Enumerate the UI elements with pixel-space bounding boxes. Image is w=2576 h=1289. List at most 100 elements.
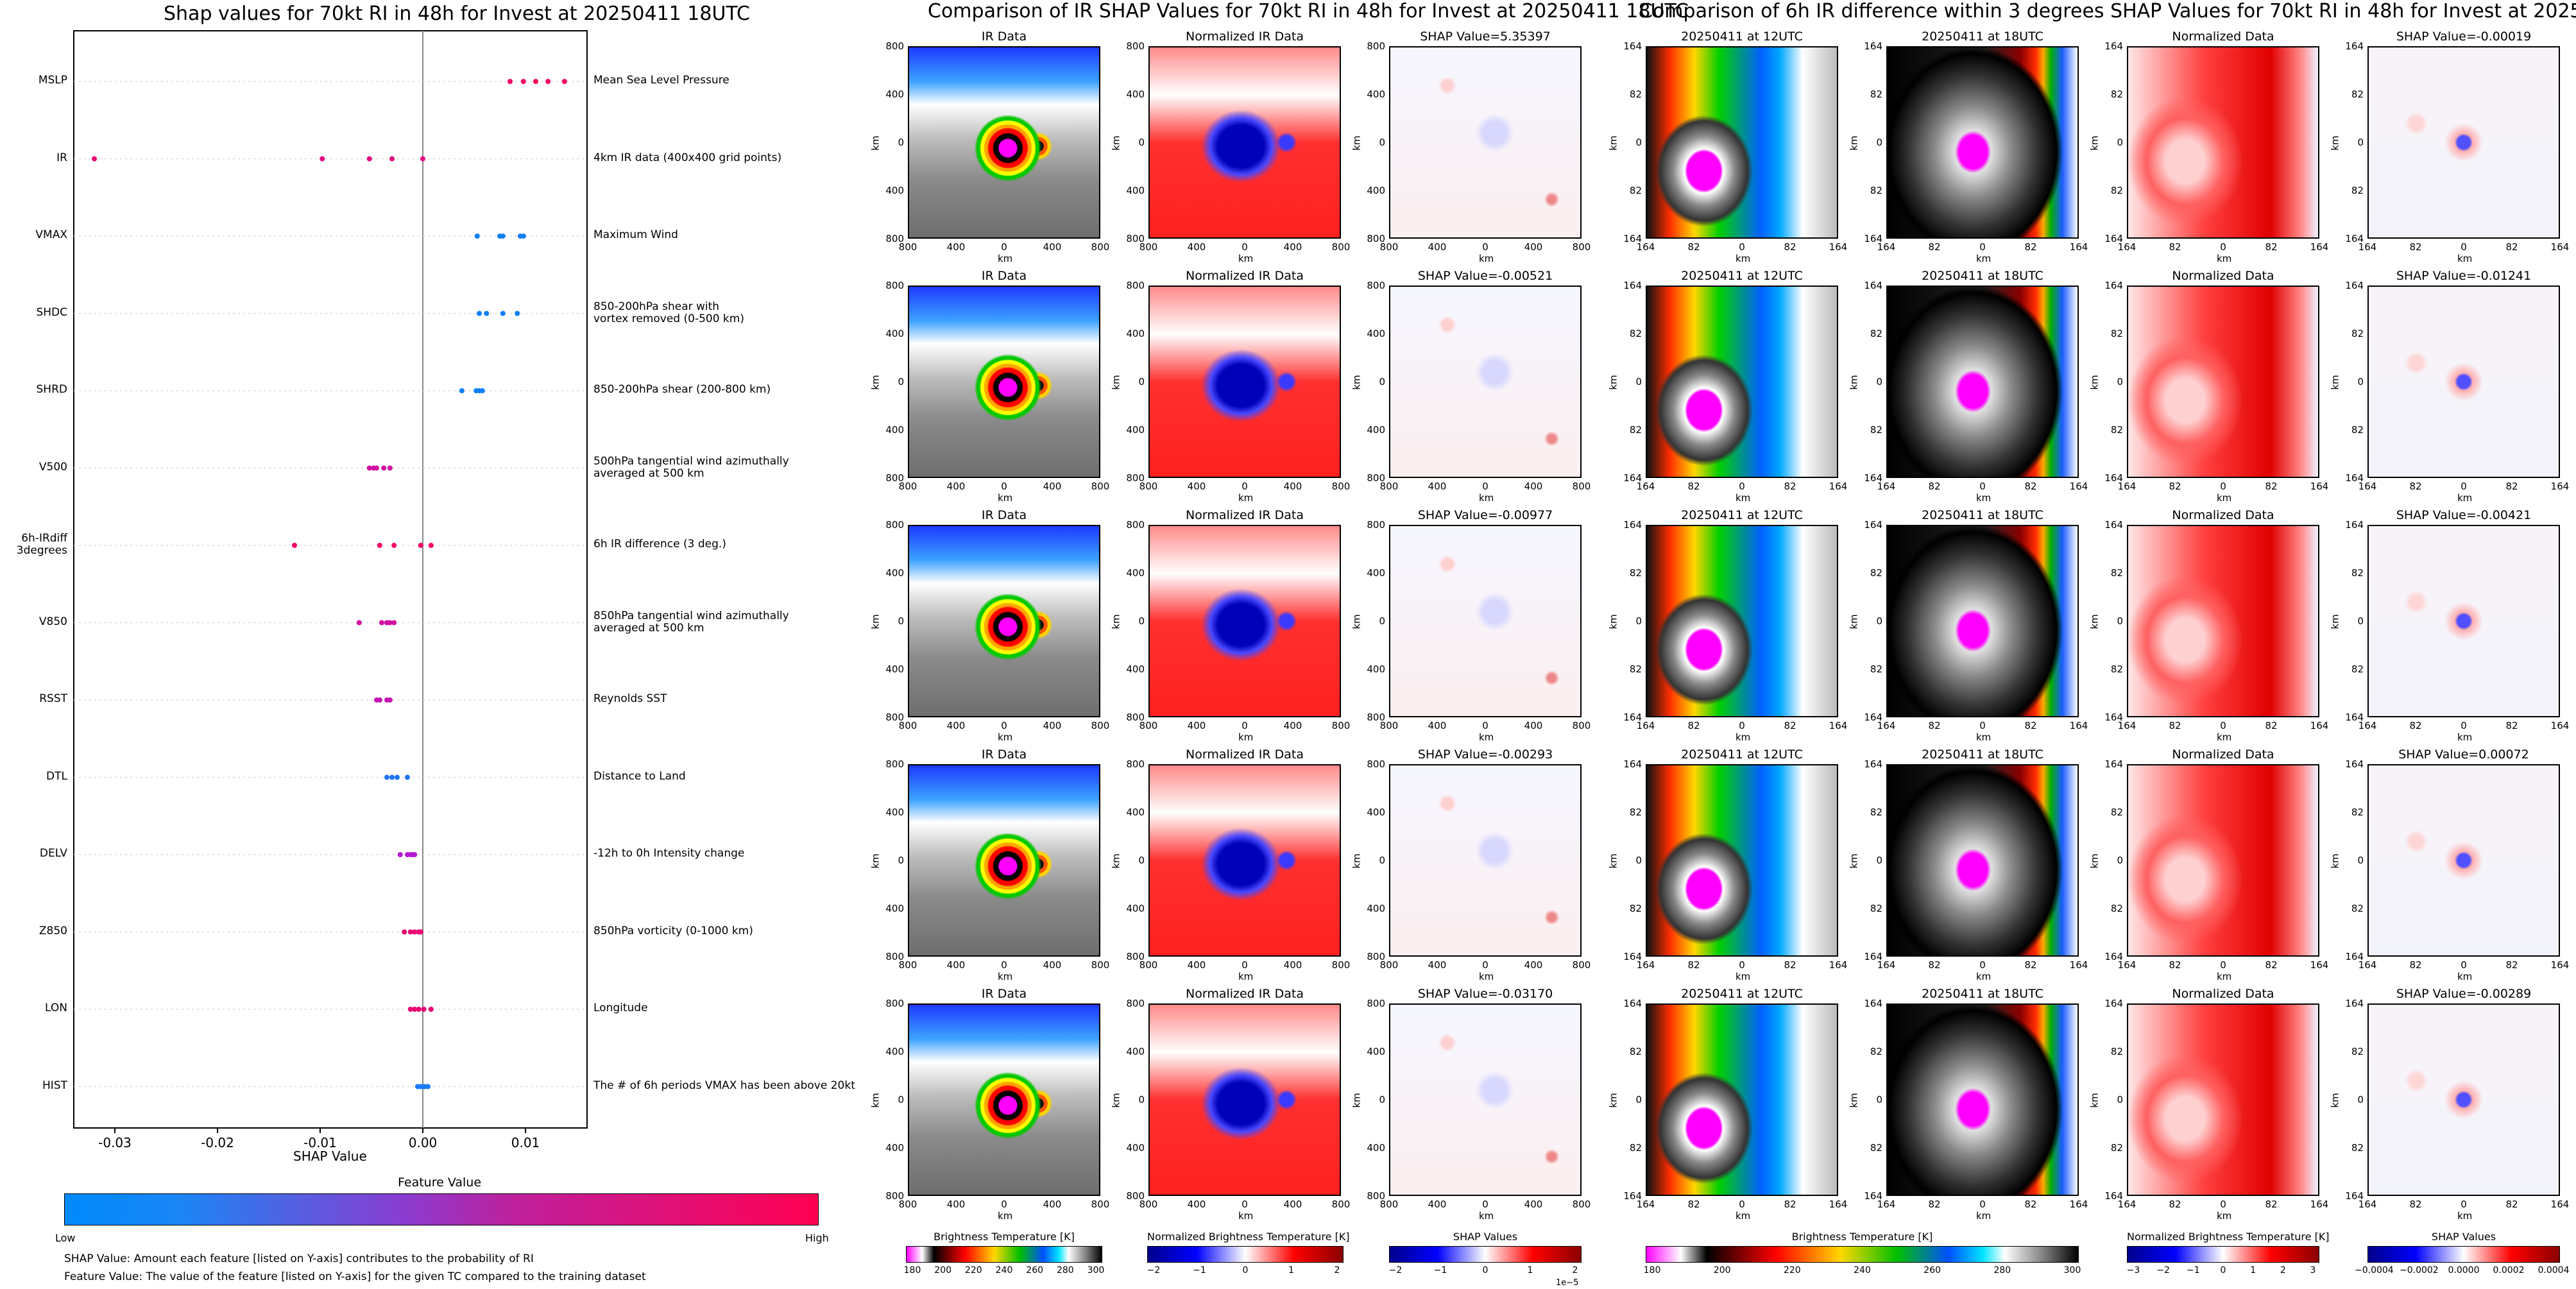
y-tick-label: 164 [1864, 712, 1882, 723]
x-tick-label: 164 [1636, 481, 1655, 492]
right-brightness-colorbar-tick: 280 [1993, 1265, 2011, 1276]
note-shap-value: SHAP Value: Amount each feature [listed … [64, 1252, 534, 1265]
shap-point [421, 1007, 427, 1012]
rnorm-image-panel [2127, 764, 2319, 957]
shap-point [412, 929, 418, 935]
shap-point [391, 620, 397, 626]
rshap-image-panel [2367, 46, 2560, 239]
y-tick-label: 82 [2110, 1142, 2123, 1154]
y-tick-label: 164 [2104, 472, 2123, 484]
y-tick-label: 82 [2110, 903, 2123, 914]
y-tick-label: 164 [1864, 40, 1882, 52]
x-tick-label: 800 [1091, 1199, 1110, 1210]
x-axis-unit: km [1238, 1210, 1254, 1222]
y-tick-label: 164 [1623, 40, 1642, 52]
y-tick-label: 0 [1635, 1094, 1642, 1105]
panel-title: Normalized IR Data [1186, 30, 1304, 44]
y-tick-label: 400 [885, 185, 904, 196]
y-axis-unit: km [2329, 135, 2341, 151]
y-tick-label: 400 [1367, 1046, 1385, 1057]
y-tick-label: 164 [1623, 233, 1642, 244]
y-tick-label: 0 [1876, 855, 1882, 866]
x-tick-label: 164 [1877, 959, 1896, 971]
x-tick-label: 82 [2024, 720, 2037, 731]
x-tick-label: 0 [1979, 481, 1986, 492]
y-tick-label: 164 [2104, 1190, 2123, 1202]
x-tick-label: 82 [1784, 959, 1796, 971]
x-tick-label: 164 [1829, 959, 1848, 971]
right-normalized-colorbar-tick: 3 [2310, 1265, 2316, 1276]
rshap-image-panel [2367, 286, 2560, 478]
x-tick-label: 0 [2220, 720, 2226, 731]
x-tick-label: 400 [1043, 1199, 1062, 1210]
panel-title: IR Data [981, 508, 1027, 522]
right-shap-colorbar-tick: −0.0004 [2355, 1265, 2394, 1276]
y-tick-label: 400 [885, 567, 904, 579]
panel-title: IR Data [981, 747, 1027, 762]
shap-point [500, 234, 506, 239]
y-tick-label: 0 [1138, 137, 1145, 148]
feature-label: SHDC [36, 305, 67, 319]
x-tick-label: 800 [1331, 720, 1351, 731]
x-axis-unit: km [1479, 971, 1494, 982]
x-tick-label: 82 [2505, 959, 2518, 971]
x-axis-unit: km [998, 731, 1013, 743]
y-tick-label: 164 [2345, 951, 2364, 962]
y-axis-unit: km [1351, 614, 1363, 629]
x-axis-unit: km [1479, 253, 1494, 264]
diff12-image-panel [1646, 764, 1838, 957]
x-tick-label: 800 [1572, 959, 1591, 971]
x-tick-label: 82 [2169, 959, 2181, 971]
x-tick-label: 400 [1187, 720, 1206, 731]
shap-point [477, 311, 482, 316]
y-tick-label: 400 [885, 328, 904, 339]
y-axis-unit: km [869, 135, 882, 151]
mid-brightness-colorbar-tick: 200 [934, 1265, 952, 1276]
x-tick-label: 800 [1139, 241, 1158, 253]
y-tick-label: 82 [1629, 328, 1642, 339]
x-tick-label: 164 [2310, 481, 2329, 492]
y-tick-label: 164 [1623, 951, 1642, 962]
x-tick-label: 400 [1524, 720, 1543, 731]
x-axis-unit: km [1736, 253, 1751, 264]
y-tick-label: 82 [2110, 424, 2123, 436]
feature-description: Distance to Land [593, 769, 686, 783]
x-tick-label: 164 [2550, 241, 2570, 253]
y-tick-label: 800 [885, 998, 904, 1009]
y-axis-unit: km [1351, 135, 1363, 151]
y-tick-label: 0 [2117, 615, 2123, 627]
feature-description: 850hPa tangential wind azimuthally avera… [593, 609, 789, 635]
feature-description: 6h IR difference (3 deg.) [593, 538, 726, 551]
panel-title: 20250411 at 18UTC [1922, 508, 2043, 522]
x-tick-label: 0 [1482, 720, 1488, 731]
x-tick-label: 0 [2220, 1199, 2226, 1210]
x-tick-label: 0 [1482, 959, 1488, 971]
y-tick-label: 0 [2117, 1094, 2123, 1105]
x-tick-label: 400 [1524, 481, 1543, 492]
diff12-image-panel [1646, 525, 1838, 717]
y-axis-unit: km [2329, 614, 2341, 629]
y-tick-label: 800 [1367, 233, 1385, 244]
y-axis-unit: km [2088, 614, 2101, 629]
y-tick-label: 82 [2351, 1142, 2364, 1154]
x-tick-label: 82 [1687, 1199, 1700, 1210]
shap-point [391, 543, 397, 548]
y-tick-label: 82 [2351, 663, 2364, 675]
y-tick-label: 82 [1870, 567, 1882, 579]
y-tick-label: 164 [2345, 472, 2364, 484]
x-tick-label: 400 [1187, 481, 1206, 492]
y-tick-label: 0 [1138, 376, 1145, 388]
x-tick-label: 0 [1001, 959, 1007, 971]
shap-point [407, 1007, 413, 1012]
x-tick-label: 164 [1829, 1199, 1848, 1210]
x-axis-unit: km [2457, 492, 2473, 504]
mid-normalized-colorbar-tick: 1 [1288, 1265, 1294, 1276]
norm-image-panel [1148, 1003, 1341, 1196]
y-tick-label: 164 [1623, 472, 1642, 484]
panel-title: 20250411 at 18UTC [1922, 30, 2043, 44]
diff18-image-panel [1886, 286, 2079, 478]
panel-title: SHAP Value=-0.00289 [2396, 987, 2532, 1001]
x-tick-label: 800 [1091, 481, 1110, 492]
shap-point [395, 774, 400, 780]
y-tick-label: 82 [1629, 567, 1642, 579]
